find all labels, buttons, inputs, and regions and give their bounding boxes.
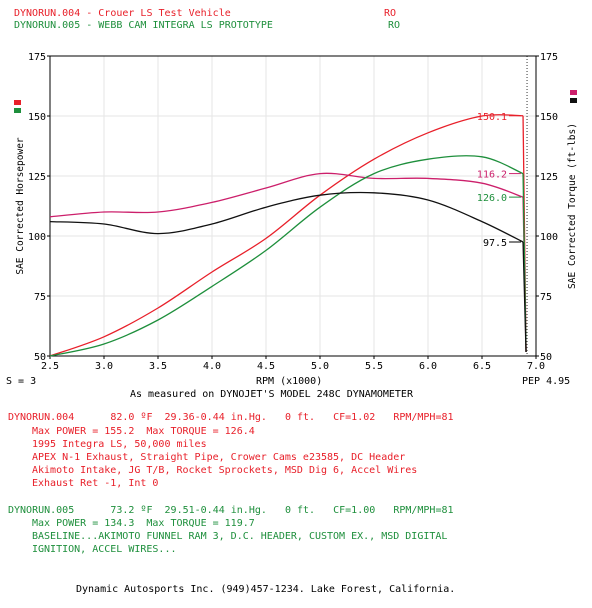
run1-info-line1: DYNORUN.004 82.0 ºF 29.36-0.44 in.Hg. 0 …: [8, 412, 454, 423]
y-tick-label-left: 100: [28, 232, 46, 243]
y-tick-label-left: 150: [28, 112, 46, 123]
y-tick-label-left: 175: [28, 52, 46, 63]
pep-label: PEP 4.95: [522, 376, 571, 387]
end-value-label: 126.0: [477, 193, 507, 204]
series-line-dynorun-005-horsepower: [49, 155, 524, 357]
legend-swatch-right-magenta: [570, 90, 577, 95]
y-tick-label-right: 125: [540, 172, 558, 183]
x-tick-label: 7.0: [527, 361, 545, 372]
chart-grid: [49, 55, 537, 357]
y-tick-label-right: 150: [540, 112, 558, 123]
x-tick-label: 4.5: [257, 361, 275, 372]
y-tick-label-right: 50: [540, 352, 552, 363]
x-tick-label: 5.5: [365, 361, 383, 372]
y-tick-label-left: 125: [28, 172, 46, 183]
series-line-dynorun-004-horsepower: [49, 114, 524, 357]
x-tick-label: 4.0: [203, 361, 221, 372]
x-tick-label: 6.5: [473, 361, 491, 372]
run1-info-line6: Exhaust Ret -1, Int 0: [32, 478, 159, 489]
end-value-label: 116.2: [477, 170, 507, 181]
run1-info-line2: Max POWER = 155.2 Max TORQUE = 126.4: [32, 426, 255, 437]
x-tick-label: 5.0: [311, 361, 329, 372]
legend-swatch-left-red: [14, 100, 21, 105]
run2-info-line4: IGNITION, ACCEL WIRES...: [32, 544, 177, 555]
run1-tag: RO: [384, 8, 397, 19]
series-line-dynorun-004-torque: [49, 172, 524, 218]
y-tick-label-right: 175: [540, 52, 558, 63]
x-tick-label: 3.0: [95, 361, 113, 372]
smoothing-label: S = 3: [6, 376, 37, 387]
chart-labels: 150.1 126.0 116.2 97.5: [477, 112, 522, 249]
run1-info-line5: Akimoto Intake, JG T/B, Rocket Sprockets…: [32, 465, 418, 476]
run2-info-line1: DYNORUN.005 73.2 ºF 29.51-0.44 in.Hg. 0 …: [8, 505, 454, 516]
run2-tag: RO: [388, 20, 401, 31]
y-tick-label-left: 50: [34, 352, 46, 363]
series-dropoff: [522, 241, 527, 353]
legend-swatch-right-black: [570, 98, 577, 103]
y-tick-label-left: 75: [34, 292, 46, 303]
x-tick-label: 6.0: [419, 361, 437, 372]
end-value-label: 150.1: [477, 112, 507, 123]
x-tick-label: 3.5: [149, 361, 167, 372]
footer-text: Dynamic Autosports Inc. (949)457-1234. L…: [76, 584, 456, 595]
y-tick-label-right: 75: [540, 292, 552, 303]
chart-series: [49, 114, 527, 357]
y-tick-label-right: 100: [540, 232, 558, 243]
series-line-dynorun-005-torque: [49, 191, 524, 243]
run2-info-line3: BASELINE...AKIMOTO FUNNEL RAM 3, D.C. HE…: [32, 531, 448, 542]
end-value-label: 97.5: [483, 238, 507, 249]
x-axis-title: RPM (x1000): [256, 376, 323, 387]
run2-title: DYNORUN.005 - WEBB CAM INTEGRA LS PROTOT…: [14, 20, 273, 31]
y-axis-title-right: SAE Corrected Torque (ft-lbs): [567, 123, 578, 289]
run1-info-line4: APEX N-1 Exhaust, Straight Pipe, Crower …: [32, 452, 406, 463]
x-tick-label: 2.5: [41, 361, 59, 372]
chart-caption: As measured on DYNOJET'S MODEL 248C DYNA…: [130, 389, 413, 400]
legend-swatch-left-green: [14, 108, 21, 113]
plot-frame: [49, 55, 537, 357]
run1-info-line3: 1995 Integra LS, 50,000 miles: [32, 439, 207, 450]
run2-info-line2: Max POWER = 134.3 Max TORQUE = 119.7: [32, 518, 255, 529]
run1-title: DYNORUN.004 - Crouer LS Test Vehicle: [14, 8, 231, 19]
y-axis-title-left: SAE Corrected Horsepower: [15, 137, 26, 275]
